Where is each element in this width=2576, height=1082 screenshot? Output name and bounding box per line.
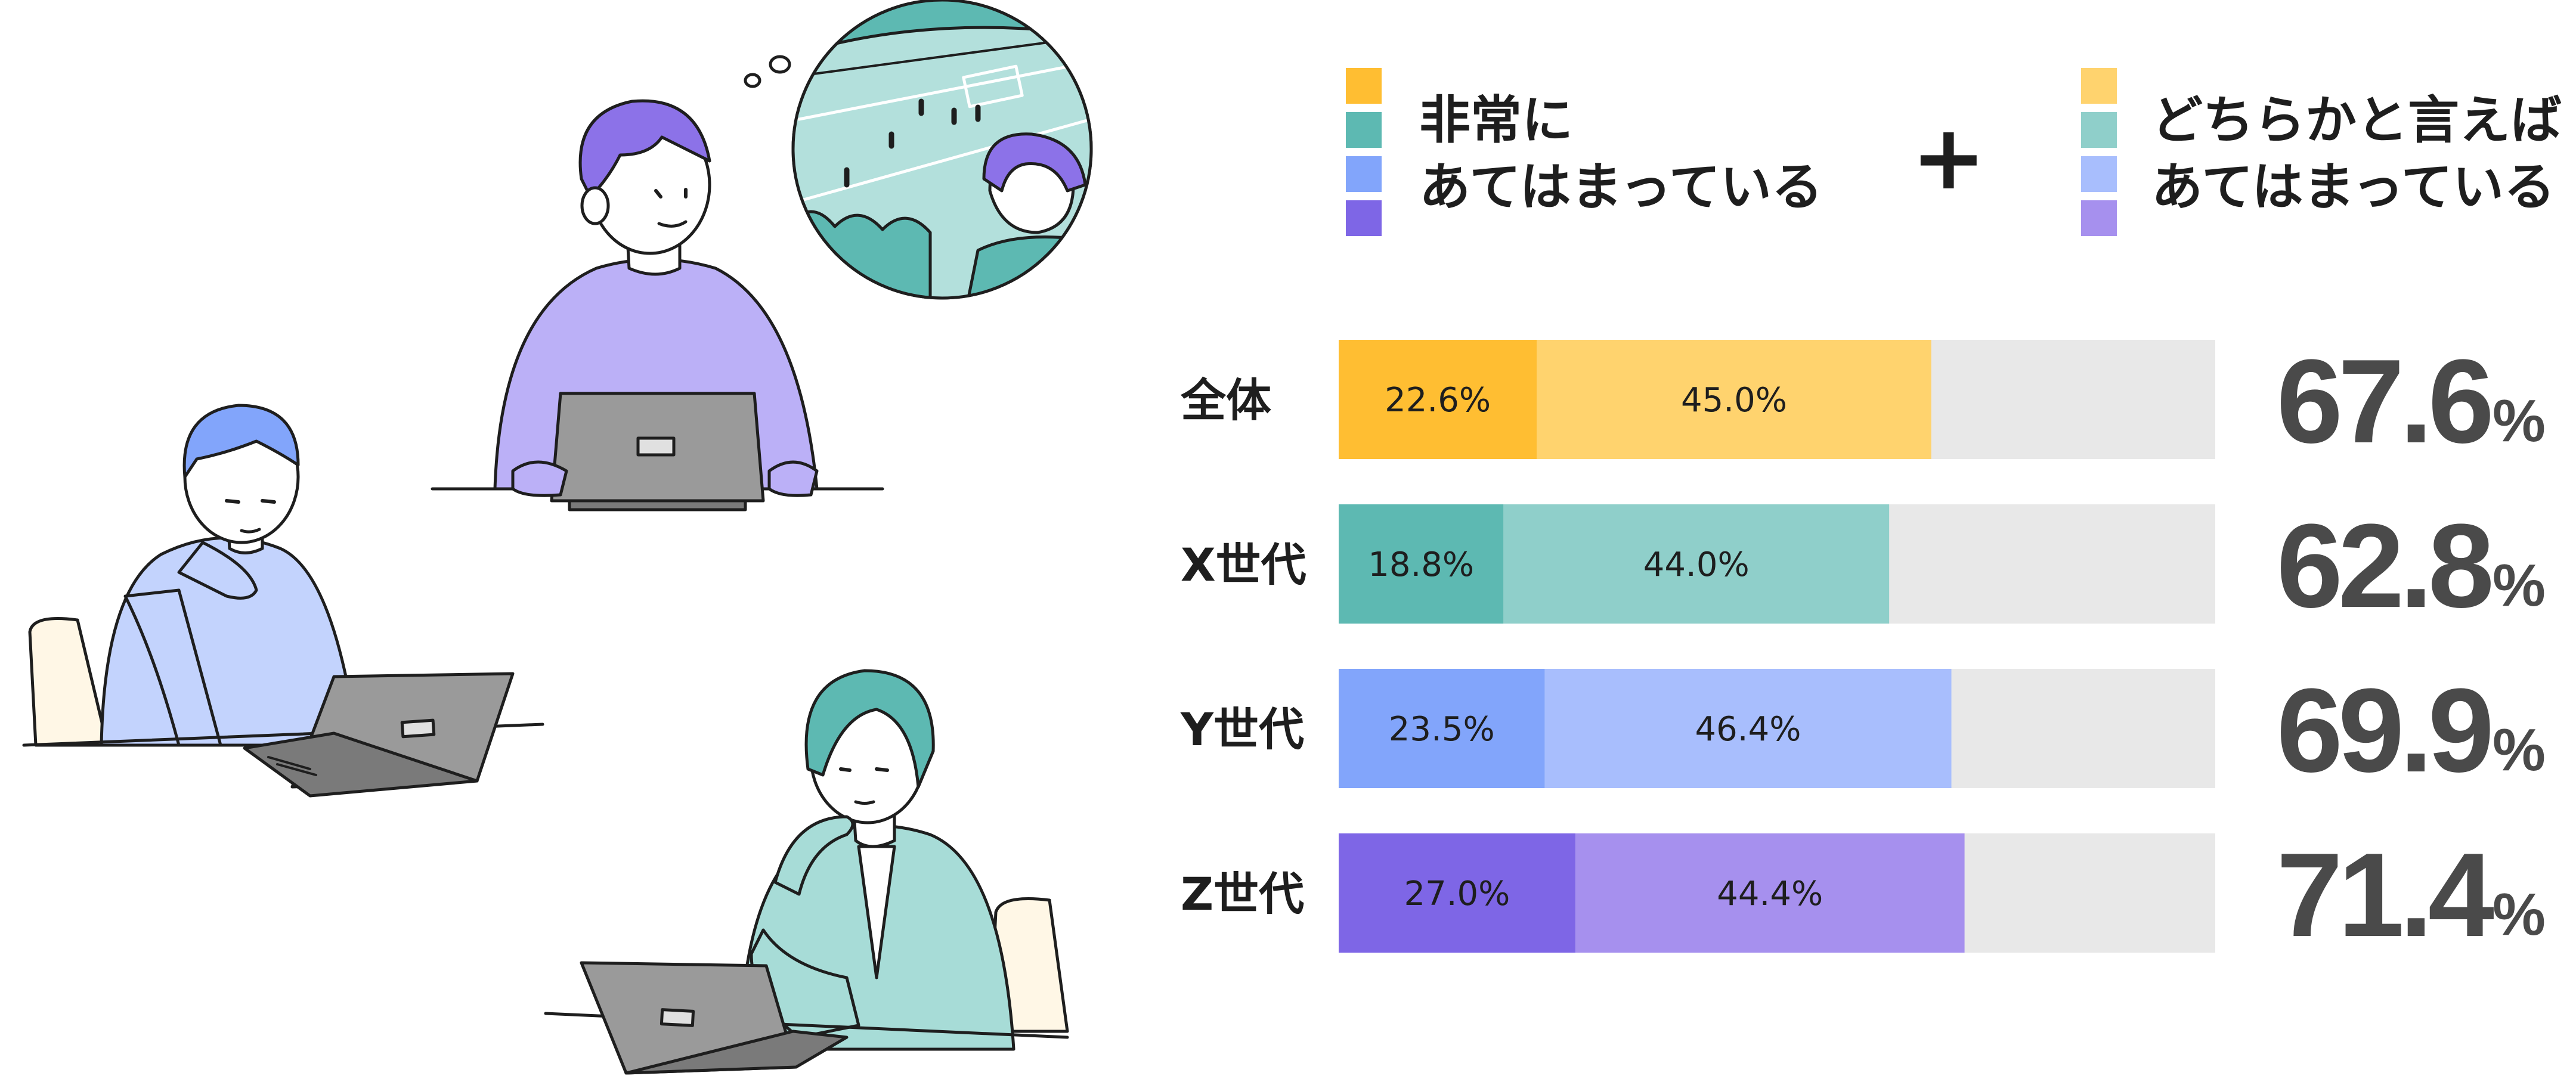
legend-swatch-strong-all — [1346, 68, 1382, 104]
legend-label-strong: 非常に あてはまっている — [1419, 87, 1823, 221]
legend-swatch-strong-y — [1346, 156, 1382, 192]
bar-segment-weak — [1575, 833, 1965, 953]
total-unit: % — [2493, 881, 2546, 948]
bar-segment-strong — [1339, 669, 1545, 788]
legend-label-weak: どちらかと言えば あてはまっている — [2151, 87, 2562, 221]
category-label: Z世代 — [1181, 867, 1304, 920]
bar-segment-strong — [1339, 833, 1575, 953]
data-label: 23.5% — [1389, 710, 1495, 749]
legend-swatch-strong-z — [1346, 200, 1382, 236]
category-label: Y世代 — [1180, 703, 1304, 756]
category-label: X世代 — [1181, 538, 1306, 591]
data-label: 22.6% — [1385, 381, 1491, 420]
plus-sign: + — [1911, 106, 1986, 210]
data-label: 44.0% — [1643, 545, 1750, 584]
legend-swatch-weak-x — [2081, 112, 2117, 148]
legend-label-weak-line1: どちらかと言えば — [2151, 91, 2562, 150]
data-label: 27.0% — [1404, 875, 1510, 913]
legend-label-strong-line1: 非常に — [1419, 91, 1573, 150]
total-value: 62.8 — [2277, 500, 2491, 633]
data-label: 44.4% — [1717, 875, 1823, 913]
legend-swatch-weak-all — [2081, 68, 2117, 104]
man-resting-chin-icon — [22, 404, 544, 798]
data-label: 18.8% — [1368, 545, 1474, 584]
category-label: 全体 — [1180, 374, 1271, 427]
legend-swatch-weak-z — [2081, 200, 2117, 236]
illustration — [22, 0, 1093, 1075]
bar-segment-strong — [1339, 340, 1537, 459]
total-value: 71.4 — [2277, 829, 2494, 962]
data-label: 46.4% — [1695, 710, 1801, 749]
total-value: 67.6 — [2277, 335, 2490, 468]
total-unit: % — [2493, 717, 2546, 783]
total-value: 69.9 — [2277, 664, 2490, 797]
bar-segment-weak — [1537, 340, 1931, 459]
legend-swatch-weak-y — [2081, 156, 2117, 192]
woman-thinking-icon — [544, 669, 1069, 1075]
total-unit: % — [2493, 552, 2546, 619]
bar-segment-strong — [1339, 504, 1504, 624]
bar-segment-weak — [1503, 504, 1890, 624]
data-label: 45.0% — [1681, 381, 1787, 420]
legend-label-strong-line2: あてはまっている — [1419, 157, 1823, 217]
legend-swatch-strong-x — [1346, 112, 1382, 148]
bar-segment-weak — [1544, 669, 1952, 788]
legend-label-weak-line2: あてはまっている — [2151, 157, 2555, 217]
total-unit: % — [2493, 387, 2546, 454]
